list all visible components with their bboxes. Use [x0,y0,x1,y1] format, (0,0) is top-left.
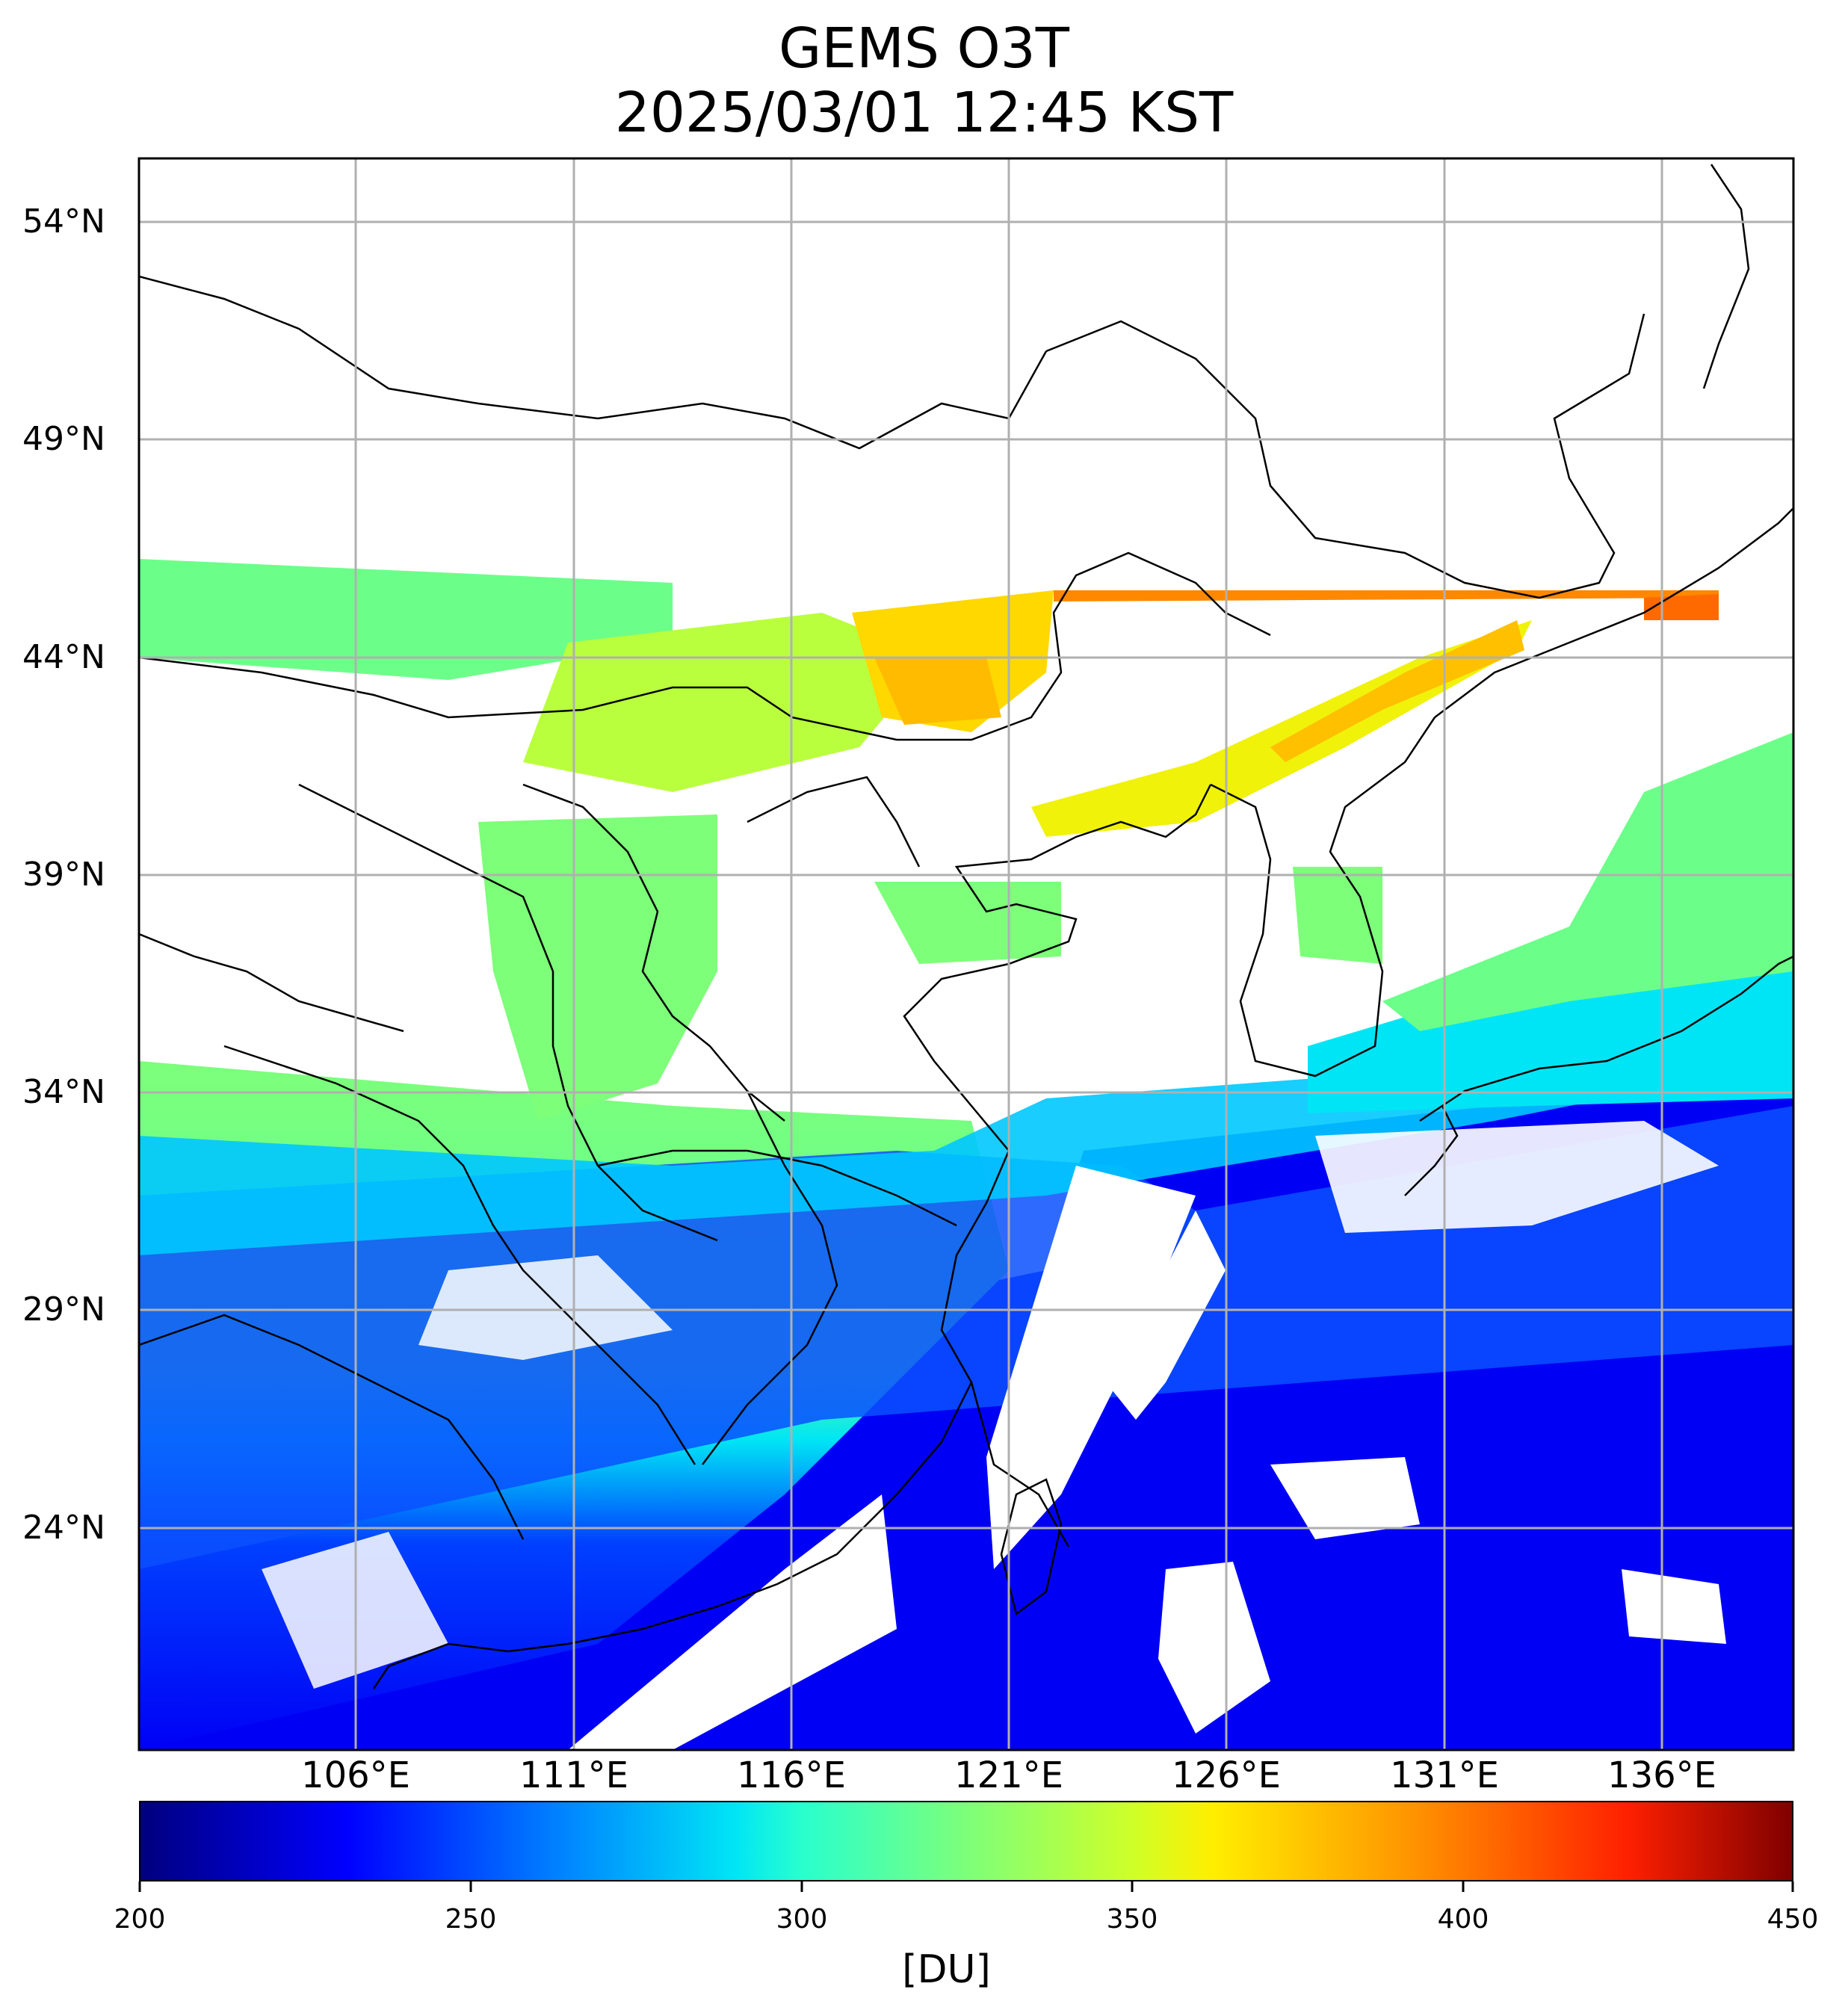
ozone-region-north-band [139,559,673,680]
lon-label-106e: 106°E [301,1754,410,1796]
lat-label-54n: 54°N [22,202,105,241]
lon-label-126e: 126°E [1172,1754,1281,1796]
no-data-patch-8 [418,1255,673,1360]
lat-label-44n: 44°N [22,638,105,676]
map-frame [137,157,1795,1751]
ozone-region-manchuria-orange [1270,620,1524,762]
no-data-patch-2 [1106,1210,1226,1420]
ozone-region-loess-green [478,814,717,1121]
border-mongolia [139,551,1271,741]
no-data-patch-1 [986,1166,1196,1569]
border-inner-provinces-6 [747,776,921,868]
border-russia-china [1045,313,1645,599]
ozone-region-japan-cyan [1308,956,1793,1113]
coastline-japan [1419,955,1793,1122]
colorbar-tick-label: 300 [776,1904,828,1935]
colorbar [139,1801,1793,1882]
colorbar-unit-label: [DU] [902,1947,991,1992]
map-subtitle-timestamp: 2025/03/01 12:45 KST [614,81,1234,145]
no-data-patch-4 [1270,1457,1420,1539]
colorbar-tick-label: 250 [445,1904,497,1935]
lon-label-131e: 131°E [1390,1754,1499,1796]
border-inner-provinces-5 [139,1314,525,1540]
border-inner-provinces-7 [139,933,404,1033]
colorbar-tick-label: 400 [1437,1904,1489,1935]
coastline-china [903,784,1212,1547]
ozone-region-shandong-green [874,882,1061,964]
no-data-patch-3 [568,1494,897,1750]
coastline-japan-2 [1404,1105,1459,1196]
boundaries [139,164,1793,1689]
ozone-region-korea-green [1293,867,1382,964]
colorbar-tick-label: 350 [1106,1904,1158,1935]
lat-label-34n: 34°N [22,1073,105,1111]
data-layer [139,559,1793,1750]
ozone-region-cyan-band [139,941,1793,1255]
colorbar-tick-label: 200 [114,1904,166,1935]
lat-label-49n: 49°N [22,420,105,458]
border-inner-provinces-4 [702,1090,838,1465]
coastline-taiwan [1000,1478,1063,1616]
no-data-patch-7 [1315,1121,1719,1233]
border-inner-provinces-1 [522,783,785,1122]
lat-label-39n: 39°N [22,856,105,894]
coastline-russia-east [1434,507,1793,718]
colorbar-tick-marks [138,1882,1794,1892]
border-mongolia-north [139,275,1048,450]
lon-label-116e: 116°E [737,1754,846,1796]
colorbar-tick-label: 450 [1767,1904,1819,1935]
map-title: GEMS O3T [779,16,1069,81]
lat-label-29n: 29°N [22,1290,105,1329]
gridlines [139,158,1793,1750]
no-data-patch-5 [1158,1562,1270,1734]
border-inner-provinces-2 [298,783,718,1242]
border-inner-provinces-3 [223,1045,696,1465]
coastline-south-china [372,1382,973,1689]
ozone-region-thin-orange-line [1054,590,1719,602]
ozone-region-orange-high [874,658,1001,725]
ozone-region-ne-orange [1644,594,1719,620]
lon-label-136e: 136°E [1607,1754,1716,1796]
border-sakhalin-region [1702,164,1750,389]
no-data-patch-6 [1622,1569,1726,1644]
lat-label-24n: 24°N [22,1509,105,1547]
border-inner-provinces-8 [597,1149,957,1227]
coastline-korea [1210,717,1436,1077]
lon-label-121e: 121°E [954,1754,1063,1796]
lon-label-111e: 111°E [519,1754,628,1796]
ozone-region-japan-green [1382,732,1793,1031]
